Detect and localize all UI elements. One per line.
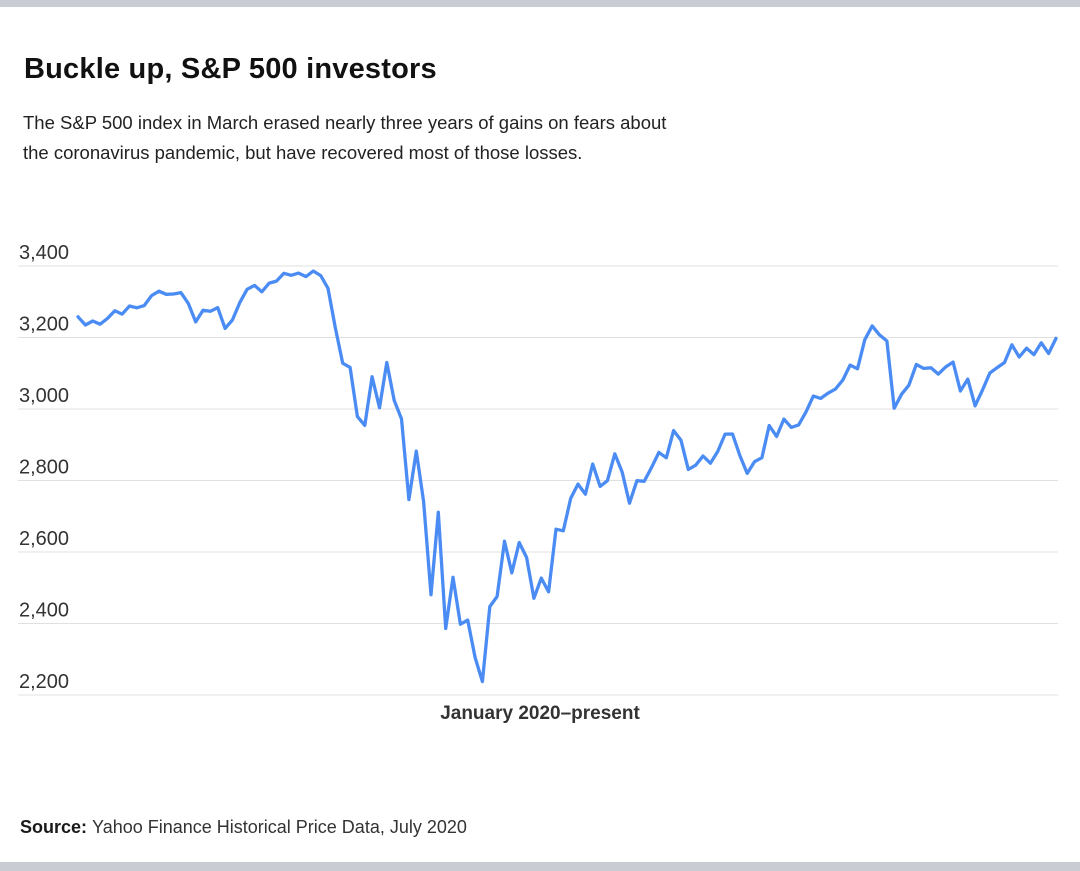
chart-subtitle: The S&P 500 index in March erased nearly… [23, 111, 667, 163]
source-text: Yahoo Finance Historical Price Data, Jul… [92, 817, 467, 837]
y-tick-label: 2,200 [19, 671, 69, 693]
y-tick-label: 3,000 [19, 385, 69, 407]
y-tick-label: 2,600 [19, 528, 69, 550]
source-line: Source: Yahoo Finance Historical Price Da… [20, 817, 467, 838]
y-tick-label: 2,800 [19, 457, 69, 479]
y-tick-label: 2,400 [19, 600, 69, 622]
bottom-border [0, 862, 1080, 871]
y-tick-label: 3,200 [19, 314, 69, 336]
x-axis-label: January 2020–present [440, 703, 640, 724]
y-tick-label: 3,400 [19, 242, 69, 264]
top-border [0, 0, 1080, 7]
sp500-line [76, 269, 1058, 684]
source-label: Source: [20, 817, 88, 837]
sp500-line-chart: 3,400 3,200 3,000 2,800 2,600 2,400 2,200 [18, 242, 1058, 696]
chart-title: Buckle up, S&P 500 investors [24, 53, 437, 86]
